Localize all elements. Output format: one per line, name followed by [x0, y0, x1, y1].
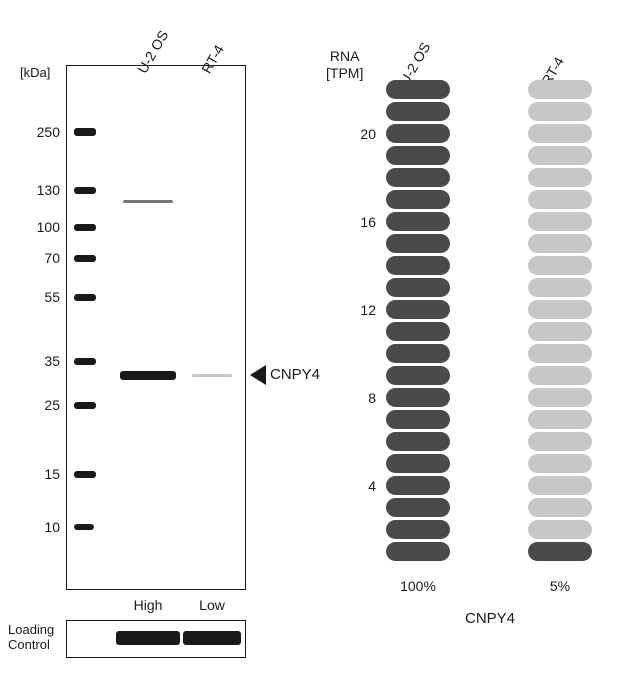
rna-bar-segment — [528, 542, 592, 561]
rna-bar-segment — [528, 102, 592, 121]
rna-bar-segment — [528, 168, 592, 187]
rna-bar-segment — [528, 388, 592, 407]
loading-control-label: LoadingControl — [8, 623, 54, 653]
rna-bar-segment — [386, 454, 450, 473]
protein-band — [123, 200, 173, 203]
ladder-band — [74, 128, 96, 136]
rna-unit-label-line: [TPM] — [326, 65, 363, 82]
loading-control-label-line: Loading — [8, 623, 54, 638]
ladder-band — [74, 358, 96, 365]
ladder-mark-label: 250 — [20, 124, 60, 140]
rna-bar-segment — [386, 190, 450, 209]
rna-bar-segment — [386, 322, 450, 341]
kda-unit-label: [kDa] — [20, 65, 50, 80]
rna-bar-segment — [386, 498, 450, 517]
ladder-mark-label: 10 — [20, 519, 60, 535]
rna-bar-segment — [528, 80, 592, 99]
lane-expression-label: Low — [199, 597, 225, 613]
ladder-band — [74, 255, 96, 262]
rna-bar-segment — [386, 124, 450, 143]
western-blot-panel: [kDa] U-2 OSRT-4 250130100705535251510 C… — [8, 10, 318, 663]
rna-bar-segment — [386, 168, 450, 187]
rna-bar-segment — [528, 410, 592, 429]
rna-tick-label: 4 — [346, 478, 376, 494]
ladder-mark-label: 25 — [20, 397, 60, 413]
ladder-band — [74, 224, 96, 231]
loading-control-band — [183, 631, 241, 645]
rna-bar-segment — [386, 432, 450, 451]
rna-bar-segment — [528, 432, 592, 451]
rna-bar-segment — [528, 256, 592, 275]
rna-bar-segment — [386, 234, 450, 253]
rna-bar-segment — [528, 520, 592, 539]
protein-band — [120, 371, 176, 380]
rna-bar-segment — [386, 256, 450, 275]
rna-bar-segment — [528, 300, 592, 319]
rna-bar-column — [386, 80, 450, 561]
rna-bar-segment — [386, 410, 450, 429]
rna-bar-segment — [528, 278, 592, 297]
rna-bar-column — [528, 80, 592, 561]
rna-bar-segment — [386, 542, 450, 561]
figure-container: [kDa] U-2 OSRT-4 250130100705535251510 C… — [0, 0, 640, 673]
rna-bar-segment — [528, 124, 592, 143]
rna-bar-segment — [386, 300, 450, 319]
rna-bar-segment — [386, 520, 450, 539]
ladder-mark-label: 15 — [20, 466, 60, 482]
rna-bar-segment — [386, 476, 450, 495]
loading-control-label-line: Control — [8, 638, 54, 653]
lane-expression-label: High — [134, 597, 163, 613]
protein-band — [192, 374, 232, 377]
rna-bar-segment — [528, 498, 592, 517]
ladder-band — [74, 187, 96, 194]
rna-bar-segment — [528, 344, 592, 363]
rna-unit-label: RNA[TPM] — [326, 48, 363, 82]
rna-bar-segment — [386, 388, 450, 407]
rna-bar-segment — [386, 344, 450, 363]
rna-bar-segment — [528, 234, 592, 253]
ladder-mark-label: 55 — [20, 289, 60, 305]
loading-control-band — [116, 631, 180, 645]
ladder-band — [74, 524, 94, 530]
rna-bar-segment — [528, 322, 592, 341]
rna-bar-segment — [386, 278, 450, 297]
rna-bar-segment — [386, 80, 450, 99]
rna-bar-segment — [386, 366, 450, 385]
target-arrow-icon — [250, 365, 266, 385]
gene-name-label: CNPY4 — [465, 610, 515, 627]
rna-tick-label: 12 — [346, 302, 376, 318]
rna-tick-label: 20 — [346, 126, 376, 142]
ladder-mark-label: 130 — [20, 182, 60, 198]
rna-tick-label: 8 — [346, 390, 376, 406]
rna-tpm-panel: RNA[TPM] U-2 OSRT-4 20161284 100%5% CNPY… — [318, 10, 632, 663]
rna-bar-segment — [528, 146, 592, 165]
ladder-band — [74, 294, 96, 301]
ladder-mark-label: 70 — [20, 250, 60, 266]
blot-frame — [66, 65, 246, 590]
rna-bar-segment — [386, 102, 450, 121]
rna-bar-segment — [528, 212, 592, 231]
ladder-mark-label: 100 — [20, 219, 60, 235]
rna-bar-segment — [528, 476, 592, 495]
rna-unit-label-line: RNA — [326, 48, 363, 65]
rna-percent-label: 100% — [400, 578, 436, 594]
ladder-band — [74, 402, 96, 409]
rna-bar-segment — [528, 366, 592, 385]
rna-bar-segment — [528, 454, 592, 473]
rna-percent-label: 5% — [550, 578, 570, 594]
ladder-band — [74, 471, 96, 478]
rna-bar-segment — [386, 212, 450, 231]
rna-tick-label: 16 — [346, 214, 376, 230]
target-protein-label: CNPY4 — [270, 366, 320, 383]
rna-bar-segment — [528, 190, 592, 209]
rna-bar-segment — [386, 146, 450, 165]
ladder-mark-label: 35 — [20, 353, 60, 369]
